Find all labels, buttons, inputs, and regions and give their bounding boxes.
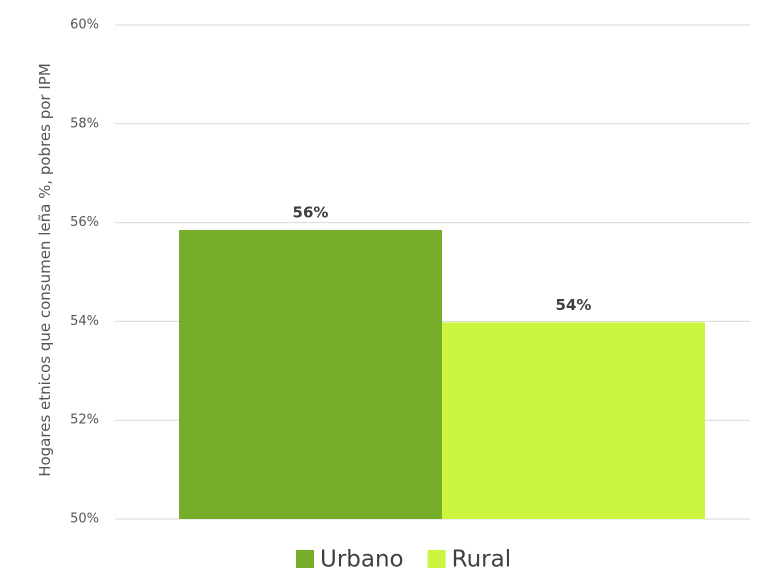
legend-swatch xyxy=(427,550,446,568)
y-tick-label: 54% xyxy=(70,314,99,329)
data-label: 56% xyxy=(293,204,329,222)
y-tick-label: 58% xyxy=(70,116,99,131)
y-tick-label: 56% xyxy=(70,215,99,230)
bar xyxy=(179,230,442,519)
data-label: 54% xyxy=(556,296,592,314)
y-tick-label: 50% xyxy=(70,512,99,527)
y-axis-title: Hogares etnicos que consumen leña %, pob… xyxy=(36,63,54,477)
y-tick-label: 60% xyxy=(70,18,99,33)
legend-swatch xyxy=(296,550,314,568)
y-tick-label: 52% xyxy=(70,413,99,428)
legend-label: Urbano xyxy=(320,547,404,573)
bar xyxy=(442,322,705,519)
legend-label: Rural xyxy=(452,547,511,573)
